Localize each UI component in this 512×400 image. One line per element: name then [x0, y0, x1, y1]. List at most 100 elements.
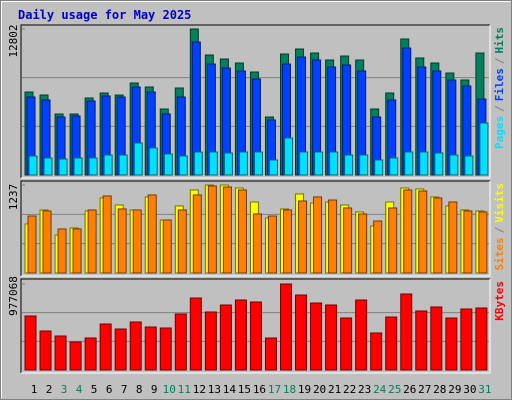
legend-separator: / [493, 105, 506, 112]
bar [463, 210, 473, 274]
bar [445, 317, 458, 371]
bar [299, 151, 309, 176]
bar [478, 211, 488, 274]
y-tick-label: 1237 [7, 184, 20, 211]
bar [479, 122, 489, 176]
bar [268, 159, 278, 176]
bar [69, 341, 82, 371]
bar [449, 154, 459, 176]
bar [177, 209, 187, 274]
x-tick-label: 26 [403, 383, 416, 396]
panel-bevel [20, 278, 490, 373]
bar [54, 335, 67, 371]
legend-entry: Sites [493, 237, 506, 270]
bar [460, 308, 473, 371]
chart-title: Daily usage for May 2025 [18, 8, 191, 22]
x-tick-label: 19 [298, 383, 311, 396]
bar [249, 301, 262, 371]
bar [222, 186, 232, 274]
bar [42, 210, 52, 274]
legend-entry: Hits [493, 27, 506, 54]
bar [189, 297, 202, 371]
x-tick-label: 12 [193, 383, 206, 396]
bar [178, 155, 188, 176]
legend-separator: / [493, 57, 506, 64]
bar [207, 185, 217, 274]
bar [87, 209, 97, 274]
bar [234, 299, 247, 371]
x-tick-label: 16 [253, 383, 266, 396]
panel-bevel [21, 181, 491, 277]
legend-entry: Files [493, 68, 506, 101]
panel-bevel [20, 180, 490, 276]
bar [27, 215, 37, 274]
bar [314, 151, 324, 176]
x-tick-label: 20 [313, 383, 326, 396]
x-tick-label: 3 [61, 383, 68, 396]
bar [144, 326, 157, 371]
bar [433, 197, 443, 274]
x-tick-label: 7 [121, 383, 128, 396]
bar [418, 190, 428, 274]
legend-separator: / [493, 226, 506, 233]
panel-bevel [21, 25, 491, 179]
bar [28, 155, 38, 176]
bar [57, 228, 67, 274]
bar [39, 330, 52, 371]
legend-entry: KBytes [493, 281, 506, 321]
x-tick-label: 17 [268, 383, 281, 396]
panel-bevel [20, 24, 490, 178]
bar [73, 157, 83, 176]
bar [329, 151, 339, 176]
bar [148, 147, 158, 176]
bar [359, 154, 369, 176]
x-tick-label: 27 [418, 383, 431, 396]
bar [43, 157, 53, 176]
bar [133, 142, 143, 176]
bar [102, 195, 112, 274]
bar [370, 332, 383, 371]
legend: Pages / Files / Hits [493, 27, 506, 149]
bar [434, 152, 444, 176]
bar [24, 315, 37, 371]
bar [117, 208, 127, 274]
legend-entry: Visits [493, 183, 506, 223]
bar [373, 220, 383, 274]
x-tick-label: 1 [31, 383, 38, 396]
bar [147, 194, 157, 274]
legend: Sites / Visits [493, 183, 506, 271]
bar [88, 157, 98, 176]
x-tick-label: 18 [283, 383, 296, 396]
x-tick-label: 24 [373, 383, 387, 396]
bar [264, 337, 277, 371]
bar [103, 154, 113, 176]
bar [340, 317, 353, 371]
bar [403, 189, 413, 274]
bar [389, 157, 399, 176]
bar [325, 304, 338, 371]
x-tick-label: 2 [46, 383, 53, 396]
bar [58, 158, 68, 176]
bar [252, 213, 262, 274]
y-tick-label: 977068 [7, 276, 20, 316]
x-tick-label: 4 [76, 383, 83, 396]
bar [374, 159, 384, 176]
bar [400, 293, 413, 371]
bar [284, 137, 294, 176]
x-tick-label: 31 [478, 383, 491, 396]
bar [464, 155, 474, 176]
bar [280, 283, 293, 371]
bar [283, 209, 293, 274]
bar [388, 207, 398, 274]
legend-entry: Pages [493, 116, 506, 149]
x-tick-label: 29 [448, 383, 461, 396]
x-tick-label: 8 [136, 383, 143, 396]
bar [267, 215, 277, 274]
bar [295, 294, 308, 371]
bar [310, 302, 323, 371]
bar [132, 209, 142, 274]
bar [358, 213, 368, 274]
bar [162, 219, 172, 274]
x-tick-label: 5 [91, 383, 98, 396]
x-tick-label: 25 [388, 383, 401, 396]
